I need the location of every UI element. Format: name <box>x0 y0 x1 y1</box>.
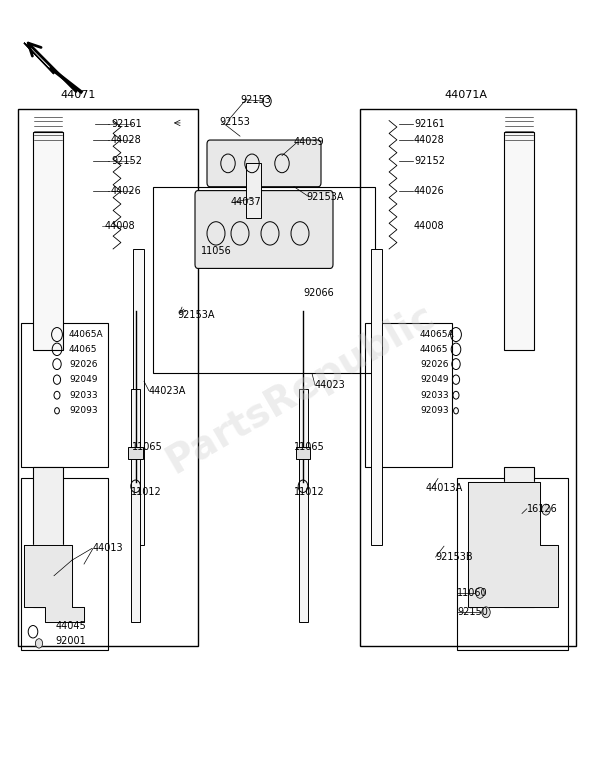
Text: PartsRepublic: PartsRepublic <box>159 296 441 482</box>
Text: 92153B: 92153B <box>436 552 473 562</box>
Text: 44008: 44008 <box>414 221 445 230</box>
Text: 16126: 16126 <box>527 504 557 513</box>
Bar <box>18 109 198 646</box>
Text: 44039: 44039 <box>294 138 325 147</box>
Text: 44023: 44023 <box>315 380 346 390</box>
Text: 11065: 11065 <box>132 442 163 451</box>
Bar <box>504 467 534 607</box>
Text: 92152: 92152 <box>111 156 142 166</box>
Text: 44013: 44013 <box>93 544 124 553</box>
Text: 44065A: 44065A <box>69 330 104 339</box>
Circle shape <box>542 504 550 515</box>
Bar <box>33 132 63 350</box>
Text: 44065A: 44065A <box>420 330 455 339</box>
Polygon shape <box>24 545 84 622</box>
Text: 44037: 44037 <box>231 198 262 207</box>
Bar <box>21 478 108 650</box>
Text: 11065: 11065 <box>294 442 325 451</box>
Polygon shape <box>24 43 54 74</box>
Text: 44065: 44065 <box>69 345 97 354</box>
Bar <box>365 323 452 467</box>
Text: 44071: 44071 <box>60 90 95 100</box>
Bar <box>296 447 310 459</box>
Text: 44013A: 44013A <box>426 483 463 492</box>
Text: 92153: 92153 <box>240 95 271 104</box>
Text: 92026: 92026 <box>420 359 449 369</box>
Polygon shape <box>468 482 558 607</box>
Text: 44045: 44045 <box>56 621 86 630</box>
Text: 92049: 92049 <box>420 375 449 384</box>
Circle shape <box>35 639 43 648</box>
Bar <box>153 187 375 373</box>
Bar <box>128 447 143 459</box>
Text: 44026: 44026 <box>111 186 142 195</box>
Text: 92001: 92001 <box>56 636 86 646</box>
Bar <box>131 389 140 622</box>
Text: 92161: 92161 <box>111 120 142 129</box>
Bar <box>360 109 576 646</box>
Text: 11056: 11056 <box>201 246 232 255</box>
Bar <box>457 478 568 650</box>
Text: 92093: 92093 <box>420 406 449 415</box>
Text: 92066: 92066 <box>303 289 334 298</box>
Bar <box>133 249 144 545</box>
Text: 44026: 44026 <box>414 186 445 195</box>
Text: 44008: 44008 <box>105 221 136 230</box>
Bar <box>504 132 534 350</box>
Bar <box>299 389 308 622</box>
Text: 92152: 92152 <box>414 156 445 166</box>
Text: 11012: 11012 <box>294 487 325 496</box>
Text: 92049: 92049 <box>69 375 97 384</box>
Bar <box>246 163 261 218</box>
Text: 92150: 92150 <box>457 608 488 617</box>
Text: 44028: 44028 <box>111 135 142 145</box>
FancyBboxPatch shape <box>207 140 321 187</box>
Text: 92161: 92161 <box>414 120 445 129</box>
FancyBboxPatch shape <box>195 191 333 268</box>
Text: 44071A: 44071A <box>444 90 487 100</box>
Bar <box>21 323 108 467</box>
Text: 92033: 92033 <box>420 391 449 400</box>
Text: 92026: 92026 <box>69 359 97 369</box>
Text: 11012: 11012 <box>131 487 161 496</box>
Text: 44065: 44065 <box>420 345 449 354</box>
Bar <box>33 467 63 607</box>
Text: 11060: 11060 <box>457 588 488 598</box>
Text: 92153: 92153 <box>219 117 250 127</box>
Text: 92153A: 92153A <box>306 192 343 202</box>
Text: 44023A: 44023A <box>149 386 186 395</box>
Text: 44028: 44028 <box>414 135 445 145</box>
Text: 92153A: 92153A <box>177 310 215 320</box>
Bar <box>371 249 382 545</box>
Circle shape <box>482 607 490 618</box>
Circle shape <box>476 587 484 598</box>
Text: 92093: 92093 <box>69 406 98 415</box>
Text: 92033: 92033 <box>69 391 98 400</box>
